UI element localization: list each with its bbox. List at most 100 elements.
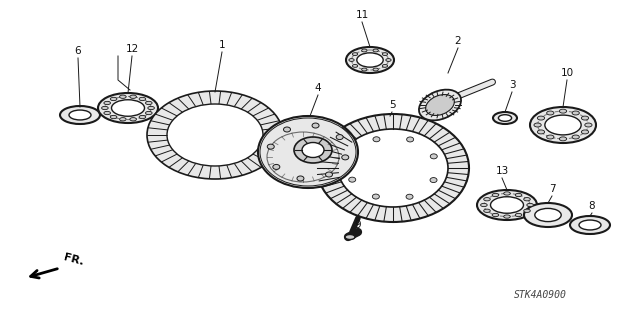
Ellipse shape — [326, 172, 333, 177]
Ellipse shape — [373, 137, 380, 142]
Text: 8: 8 — [589, 201, 595, 211]
Ellipse shape — [145, 101, 152, 105]
Ellipse shape — [258, 116, 358, 188]
Ellipse shape — [484, 209, 490, 212]
Ellipse shape — [492, 213, 499, 217]
Ellipse shape — [373, 49, 378, 52]
Ellipse shape — [504, 192, 510, 195]
Ellipse shape — [357, 53, 383, 67]
Ellipse shape — [538, 116, 545, 120]
Text: 6: 6 — [75, 46, 81, 56]
Ellipse shape — [538, 130, 545, 134]
Ellipse shape — [492, 193, 499, 197]
Ellipse shape — [504, 215, 510, 218]
Ellipse shape — [349, 59, 354, 62]
Text: 11: 11 — [355, 10, 369, 20]
Ellipse shape — [104, 101, 111, 105]
Ellipse shape — [353, 64, 358, 67]
Ellipse shape — [499, 115, 511, 121]
Ellipse shape — [147, 91, 283, 179]
Ellipse shape — [120, 118, 126, 121]
Text: 5: 5 — [388, 100, 396, 110]
Ellipse shape — [570, 216, 610, 234]
Ellipse shape — [167, 104, 263, 166]
Ellipse shape — [382, 64, 388, 67]
Ellipse shape — [530, 107, 596, 143]
Ellipse shape — [349, 177, 356, 182]
Ellipse shape — [430, 178, 437, 182]
Ellipse shape — [139, 97, 146, 100]
Ellipse shape — [98, 93, 158, 123]
Ellipse shape — [524, 209, 531, 212]
Ellipse shape — [515, 193, 522, 197]
Ellipse shape — [362, 49, 367, 52]
Text: STK4A0900: STK4A0900 — [513, 290, 566, 300]
Ellipse shape — [527, 203, 533, 207]
Ellipse shape — [572, 135, 579, 139]
Ellipse shape — [336, 135, 343, 140]
Ellipse shape — [110, 97, 117, 100]
Ellipse shape — [294, 137, 332, 163]
Text: 10: 10 — [561, 68, 573, 78]
Ellipse shape — [345, 234, 355, 240]
Ellipse shape — [130, 118, 136, 121]
Ellipse shape — [353, 53, 358, 56]
Text: 12: 12 — [125, 44, 139, 54]
Text: 1: 1 — [219, 40, 225, 50]
Ellipse shape — [317, 114, 469, 222]
Ellipse shape — [120, 95, 126, 98]
Text: FR.: FR. — [62, 252, 84, 267]
Ellipse shape — [372, 194, 380, 199]
Ellipse shape — [572, 111, 579, 115]
Ellipse shape — [297, 176, 304, 181]
Ellipse shape — [362, 68, 367, 71]
Ellipse shape — [111, 100, 145, 116]
Ellipse shape — [581, 116, 589, 120]
Ellipse shape — [273, 164, 280, 169]
Ellipse shape — [342, 155, 349, 160]
Ellipse shape — [338, 129, 448, 207]
Ellipse shape — [484, 197, 490, 201]
Ellipse shape — [493, 112, 517, 124]
Ellipse shape — [481, 203, 487, 207]
Ellipse shape — [535, 208, 561, 222]
Ellipse shape — [102, 106, 108, 110]
Ellipse shape — [559, 137, 566, 141]
Ellipse shape — [581, 130, 589, 134]
Ellipse shape — [302, 143, 324, 158]
Ellipse shape — [145, 111, 152, 115]
Ellipse shape — [60, 106, 100, 124]
Ellipse shape — [477, 190, 537, 220]
Ellipse shape — [268, 144, 275, 149]
Ellipse shape — [585, 123, 592, 127]
Ellipse shape — [148, 106, 154, 110]
Text: 3: 3 — [509, 80, 515, 90]
Ellipse shape — [534, 123, 541, 127]
Ellipse shape — [130, 95, 136, 98]
Ellipse shape — [524, 203, 572, 227]
Ellipse shape — [430, 154, 437, 159]
Ellipse shape — [406, 194, 413, 199]
Ellipse shape — [386, 59, 391, 62]
Ellipse shape — [346, 47, 394, 73]
Ellipse shape — [312, 123, 319, 128]
Ellipse shape — [545, 115, 581, 135]
Ellipse shape — [139, 115, 146, 119]
Ellipse shape — [284, 127, 291, 132]
Ellipse shape — [373, 68, 378, 71]
Ellipse shape — [110, 115, 117, 119]
Ellipse shape — [419, 90, 461, 120]
Text: 7: 7 — [548, 184, 556, 194]
Ellipse shape — [426, 94, 454, 115]
Ellipse shape — [515, 213, 522, 217]
Ellipse shape — [524, 197, 531, 201]
Ellipse shape — [104, 111, 111, 115]
Ellipse shape — [547, 111, 554, 115]
Ellipse shape — [382, 53, 388, 56]
Text: 9: 9 — [355, 220, 362, 230]
Text: 4: 4 — [315, 83, 321, 93]
Ellipse shape — [349, 153, 356, 159]
Ellipse shape — [559, 109, 566, 113]
Text: 2: 2 — [454, 36, 461, 46]
Ellipse shape — [406, 137, 413, 142]
